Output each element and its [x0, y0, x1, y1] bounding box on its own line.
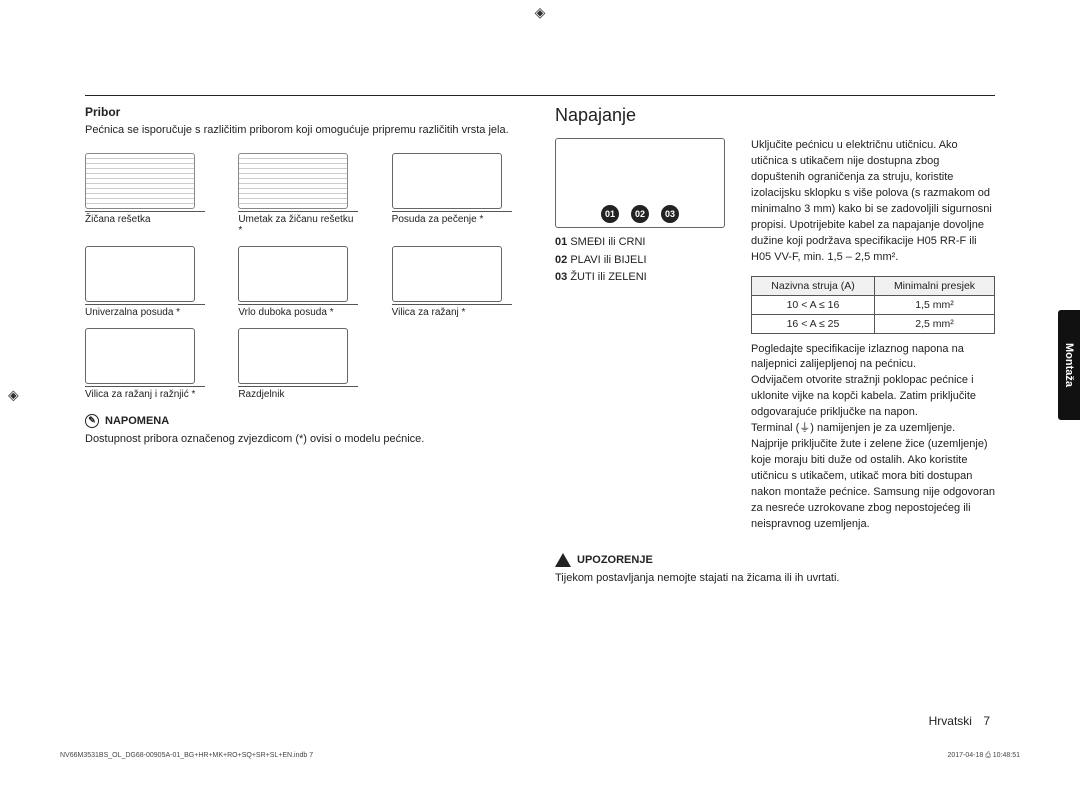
accessories-heading: Pribor: [85, 105, 525, 119]
acc-item: Umetak za žičanu rešetku *: [238, 153, 371, 236]
right-column: Napajanje 01 02 03 01 SMEĐI ili CRNI 02 …: [555, 105, 995, 587]
terminal-num: 02: [631, 205, 649, 223]
accessories-grid: Žičana rešetka Umetak za žičanu rešetku …: [85, 153, 525, 400]
crop-mark-left: ◈: [8, 387, 19, 404]
note-body: Dostupnost pribora označenog zvjezdicom …: [85, 432, 525, 448]
power-para1: Uključite pećnicu u električnu utičnicu.…: [751, 138, 995, 266]
spec-table: Nazivna struja (A) Minimalni presjek 10 …: [751, 276, 995, 334]
side-tab: Montaža: [1058, 310, 1080, 420]
crop-mark-top: ◈: [535, 4, 546, 21]
warning-body: Tijekom postavljanja nemojte stajati na …: [555, 571, 995, 587]
print-filename: NV66M3531BS_OL_DG68-00905A-01_BG+HR+MK+R…: [60, 752, 313, 760]
acc-item: Žičana rešetka: [85, 153, 218, 236]
terminal-diagram: 01 02 03: [555, 138, 725, 228]
terminal-num: 03: [661, 205, 679, 223]
acc-item: Vrlo duboka posuda *: [238, 246, 371, 318]
warning-icon: [555, 553, 571, 567]
left-column: Pribor Pećnica se isporučuje s različiti…: [85, 105, 525, 587]
page-content: Pribor Pećnica se isporučuje s različiti…: [45, 30, 1035, 760]
warning-title: UPOZORENJE: [577, 554, 653, 566]
footer-page-number: 7: [983, 714, 990, 728]
power-para2: Pogledajte specifikacije izlaznog napona…: [751, 342, 995, 533]
terminal-num: 01: [601, 205, 619, 223]
accessories-intro: Pećnica se isporučuje s različitim pribo…: [85, 123, 525, 139]
wire-legend: 01 SMEĐI ili CRNI 02 PLAVI ili BIJELI 03…: [555, 234, 735, 287]
page-footer: Hrvatski 7: [929, 714, 990, 728]
footer-language: Hrvatski: [929, 714, 972, 728]
acc-item: Posuda za pečenje *: [392, 153, 525, 236]
power-diagram-col: 01 02 03 01 SMEĐI ili CRNI 02 PLAVI ili …: [555, 138, 735, 533]
print-timestamp: 2017-04-18 ⎙ 10:48:51: [947, 752, 1020, 760]
power-heading: Napajanje: [555, 105, 995, 126]
power-text-col: Uključite pećnicu u električnu utičnicu.…: [751, 138, 995, 533]
table-row: 10 < A ≤ 16 1,5 mm²: [752, 295, 995, 314]
note-icon: ✎: [85, 414, 99, 428]
acc-item: Razdjelnik: [238, 328, 371, 400]
acc-item: Vilica za ražanj i ražnjić *: [85, 328, 218, 400]
warning-header: UPOZORENJE: [555, 553, 995, 567]
acc-item: Vilica za ražanj *: [392, 246, 525, 318]
table-row: 16 < A ≤ 25 2,5 mm²: [752, 314, 995, 333]
side-tab-label: Montaža: [1063, 343, 1075, 387]
note-title: NAPOMENA: [105, 415, 169, 427]
table-header: Nazivna struja (A): [752, 276, 875, 295]
acc-item: Univerzalna posuda *: [85, 246, 218, 318]
print-metadata: NV66M3531BS_OL_DG68-00905A-01_BG+HR+MK+R…: [60, 752, 1020, 760]
note-header: ✎ NAPOMENA: [85, 414, 525, 428]
table-header: Minimalni presjek: [874, 276, 994, 295]
